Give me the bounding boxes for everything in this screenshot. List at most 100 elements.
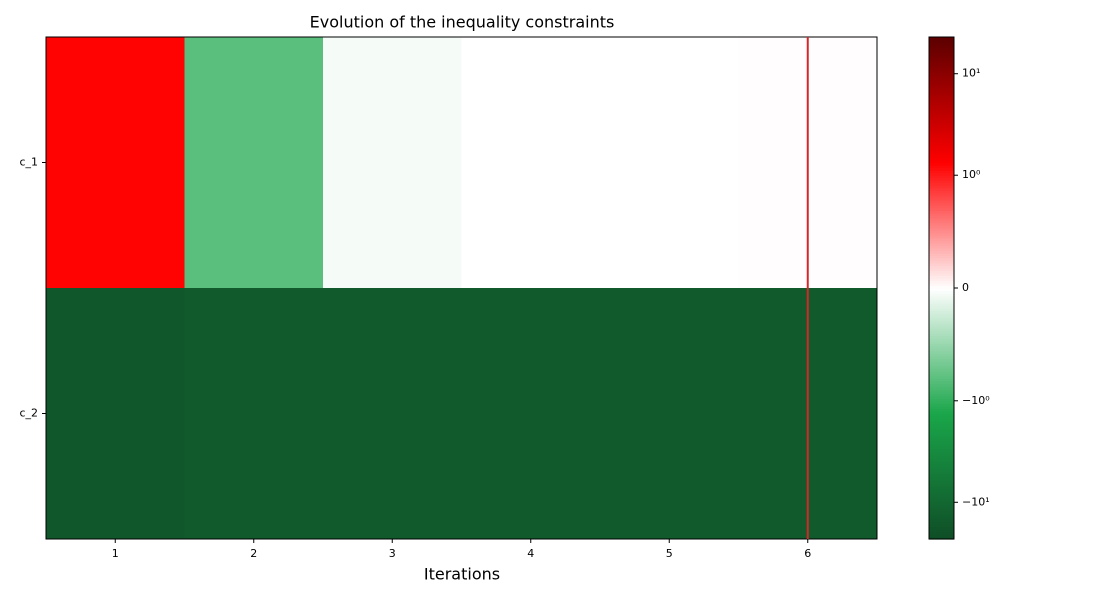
- colorbar-segment: [929, 468, 954, 472]
- colorbar-segment: [929, 343, 954, 347]
- colorbar-segment: [929, 262, 954, 267]
- colorbar-segment: [929, 232, 954, 236]
- heatmap-cell: [461, 288, 601, 540]
- colorbar-segment: [929, 195, 954, 199]
- colorbar-segment: [929, 255, 954, 259]
- colorbar-segment: [929, 250, 954, 254]
- colorbar-segment: [929, 323, 954, 327]
- heatmap-cell: [600, 288, 739, 540]
- colorbar-segment: [929, 373, 954, 377]
- colorbar-segment: [929, 200, 954, 204]
- colorbar-segment: [929, 222, 954, 226]
- colorbar-segment: [929, 370, 954, 374]
- x-tick-label: 3: [389, 547, 396, 560]
- colorbar-segment: [929, 215, 954, 219]
- colorbar-segment: [929, 413, 954, 417]
- heatmap-cell: [323, 37, 462, 289]
- colorbar-segment: [929, 187, 954, 191]
- colorbar-segment: [929, 533, 954, 538]
- x-tick-label: 6: [804, 547, 811, 560]
- colorbar-segment: [929, 280, 954, 284]
- colorbar-segment: [929, 94, 954, 98]
- colorbar-segment: [929, 436, 954, 440]
- colorbar-segment: [929, 363, 954, 367]
- colorbar-segment: [929, 375, 954, 379]
- colorbar-segment: [929, 521, 954, 525]
- colorbar-segment: [929, 400, 954, 405]
- colorbar-segment: [929, 107, 954, 111]
- colorbar-segment: [929, 536, 954, 540]
- colorbar-segment: [929, 353, 954, 357]
- colorbar-segment: [929, 383, 954, 387]
- colorbar-segment: [929, 393, 954, 397]
- colorbar-segment: [929, 516, 954, 520]
- colorbar-segment: [929, 508, 954, 512]
- colorbar-tick-label: −10⁰: [962, 394, 990, 407]
- colorbar-segment: [929, 192, 954, 196]
- colorbar-segment: [929, 235, 954, 239]
- colorbar-segment: [929, 348, 954, 352]
- colorbar-segment: [929, 476, 954, 480]
- heatmap-cell: [46, 288, 185, 540]
- colorbar-segment: [929, 486, 954, 490]
- colorbar-segment: [929, 59, 954, 63]
- colorbar-segment: [929, 245, 954, 249]
- colorbar-segment: [929, 147, 954, 151]
- colorbar-segment: [929, 388, 954, 392]
- colorbar-segment: [929, 37, 954, 41]
- colorbar-segment: [929, 408, 954, 412]
- colorbar-segment: [929, 137, 954, 141]
- colorbar-segment: [929, 165, 954, 169]
- colorbar-segment: [929, 87, 954, 91]
- colorbar-segment: [929, 288, 954, 292]
- colorbar-segment: [929, 127, 954, 131]
- colorbar-segment: [929, 227, 954, 231]
- colorbar-segment: [929, 418, 954, 422]
- colorbar-segment: [929, 345, 954, 349]
- colorbar-segment: [929, 109, 954, 113]
- colorbar-segment: [929, 523, 954, 528]
- colorbar-segment: [929, 300, 954, 304]
- colorbar-segment: [929, 260, 954, 264]
- colorbar-segment: [929, 463, 954, 467]
- colorbar-segment: [929, 478, 954, 482]
- colorbar-segment: [929, 295, 954, 299]
- colorbar-segment: [929, 210, 954, 214]
- colorbar-segment: [929, 431, 954, 435]
- colorbar-segment: [929, 205, 954, 209]
- x-tick-label: 1: [112, 547, 119, 560]
- colorbar-segment: [929, 212, 954, 216]
- colorbar-segment: [929, 162, 954, 166]
- colorbar-segment: [929, 293, 954, 297]
- x-tick-label: 5: [666, 547, 673, 560]
- colorbar-segment: [929, 282, 954, 287]
- colorbar-segment: [929, 72, 954, 76]
- colorbar-segment: [929, 491, 954, 495]
- colorbar-segment: [929, 67, 954, 71]
- colorbar-segment: [929, 69, 954, 73]
- colorbar-segment: [929, 180, 954, 184]
- colorbar-segment: [929, 149, 954, 154]
- heatmap-cell: [323, 288, 462, 540]
- colorbar-segment: [929, 134, 954, 138]
- colorbar-segment: [929, 265, 954, 269]
- colorbar-tick-label: 0: [962, 281, 969, 294]
- colorbar-segment: [929, 104, 954, 108]
- colorbar-segment: [929, 433, 954, 437]
- colorbar-segment: [929, 426, 954, 430]
- colorbar-segment: [929, 493, 954, 497]
- colorbar-segment: [929, 57, 954, 61]
- colorbar-segment: [929, 114, 954, 118]
- colorbar-segment: [929, 267, 954, 272]
- y-tick-label: c_1: [19, 156, 38, 169]
- colorbar-segment: [929, 355, 954, 359]
- colorbar-segment: [929, 423, 954, 427]
- colorbar-segment: [929, 506, 954, 510]
- colorbar-segment: [929, 360, 954, 364]
- colorbar-segment: [929, 270, 954, 274]
- colorbar-segment: [929, 185, 954, 189]
- heatmap-cell: [46, 37, 185, 289]
- colorbar-segment: [929, 49, 954, 53]
- colorbar-segment: [929, 102, 954, 106]
